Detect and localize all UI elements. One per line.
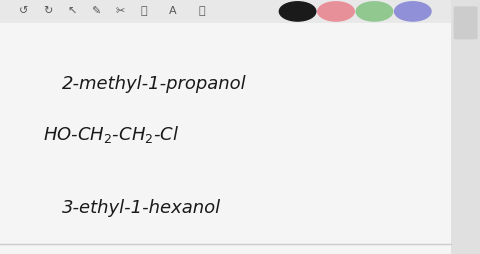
Text: ✎: ✎	[91, 6, 101, 17]
FancyBboxPatch shape	[451, 0, 480, 254]
Text: 2-methyl-1-propanol: 2-methyl-1-propanol	[62, 75, 247, 93]
Text: HO-CH$_2$-CH$_2$-Cl: HO-CH$_2$-CH$_2$-Cl	[43, 124, 180, 145]
Circle shape	[395, 2, 431, 21]
Text: ✂: ✂	[115, 6, 125, 17]
Text: 3-ethyl-1-hexanol: 3-ethyl-1-hexanol	[62, 199, 222, 217]
Text: ⟋: ⟋	[141, 6, 147, 17]
Text: ⬜: ⬜	[198, 6, 205, 17]
Circle shape	[318, 2, 354, 21]
Text: ↻: ↻	[43, 6, 53, 17]
Text: A: A	[169, 6, 177, 17]
FancyBboxPatch shape	[0, 0, 451, 23]
Text: ↺: ↺	[19, 6, 29, 17]
Circle shape	[279, 2, 316, 21]
Circle shape	[356, 2, 393, 21]
FancyBboxPatch shape	[454, 6, 478, 39]
Text: ↖: ↖	[67, 6, 77, 17]
